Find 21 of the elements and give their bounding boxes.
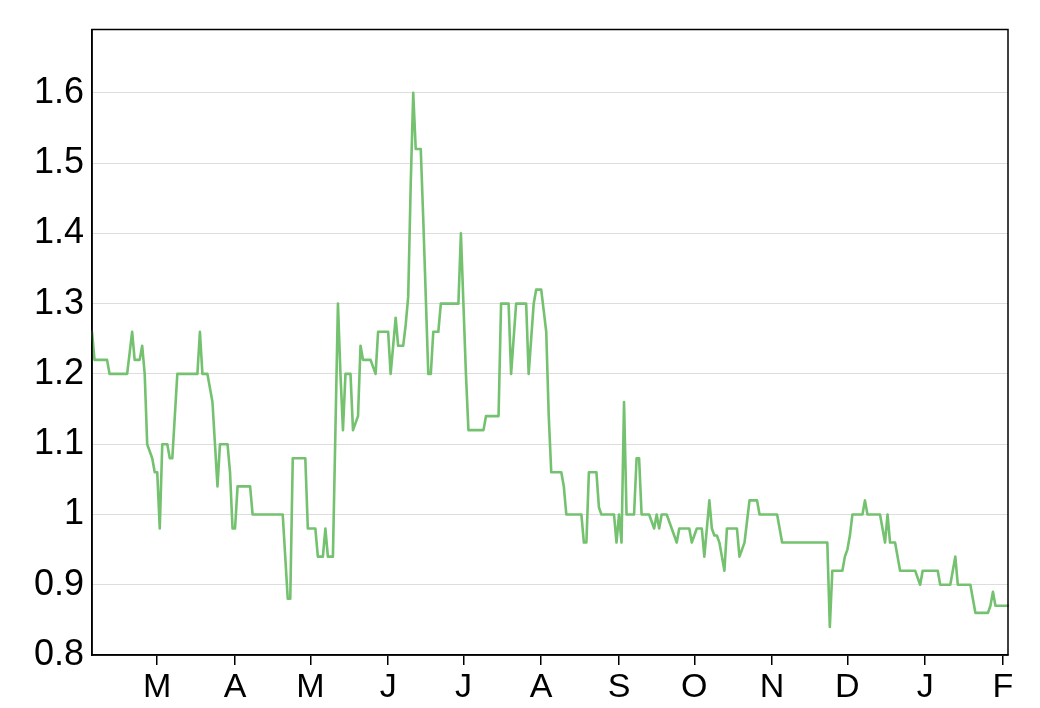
y-tick-label: 0.8 bbox=[33, 631, 84, 673]
x-tick-label: J bbox=[379, 665, 397, 704]
y-tick-label: 1.1 bbox=[33, 421, 84, 463]
x-tick-label: A bbox=[529, 665, 553, 704]
x-tick-label: O bbox=[681, 665, 708, 704]
x-tick-label: A bbox=[223, 665, 247, 704]
x-tick-label: F bbox=[992, 665, 1014, 704]
y-tick-label: 1.3 bbox=[33, 280, 84, 322]
y-tick-label: 1.2 bbox=[33, 350, 84, 392]
x-tick-label: M bbox=[296, 665, 325, 704]
y-tick-label: 0.9 bbox=[33, 561, 84, 603]
y-tick-label: 1.4 bbox=[33, 210, 84, 252]
y-tick-label: 1.6 bbox=[33, 69, 84, 111]
y-tick-label: 1 bbox=[63, 491, 84, 533]
x-tick-label: J bbox=[454, 665, 472, 704]
x-tick-label: N bbox=[759, 665, 785, 704]
y-tick-label: 1.5 bbox=[33, 140, 84, 182]
x-tick-label: D bbox=[835, 665, 860, 704]
x-tick-label: S bbox=[607, 665, 631, 704]
x-tick-label: M bbox=[143, 665, 172, 704]
x-tick-label: J bbox=[916, 665, 934, 704]
